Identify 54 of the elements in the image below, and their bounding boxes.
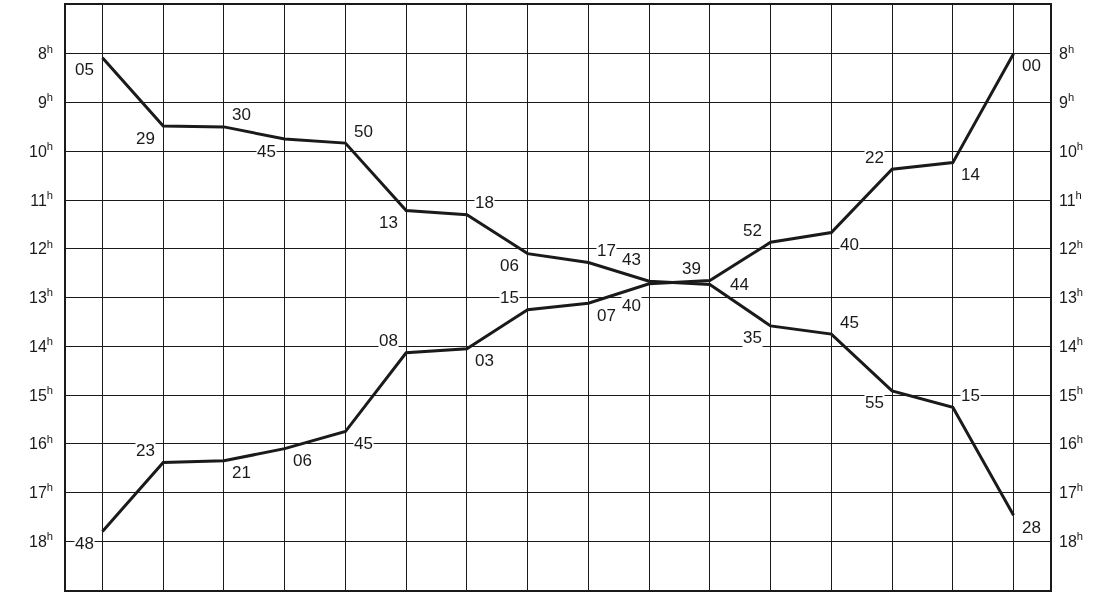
y2-tick-label: 12$^{h}$ [1059, 237, 1084, 258]
annotation: 39 [682, 259, 701, 278]
annotation: 06 [500, 256, 519, 275]
y2-tick-label: 9$^{h}$ [1059, 91, 1075, 112]
y-tick-label: 9$^{h}$ [37, 91, 54, 112]
annotation: 43 [622, 250, 641, 269]
annotation: 55 [865, 393, 884, 412]
annotation: 18 [475, 193, 494, 212]
annotation: 15 [961, 386, 980, 405]
y2-tick-label: 8$^{h}$ [1059, 42, 1075, 63]
y2-tick-label: 16$^{h}$ [1059, 432, 1084, 453]
y2-tick-label: 11$^{h}$ [1059, 188, 1082, 209]
annotation: 15 [500, 288, 519, 307]
annotation: 22 [865, 148, 884, 167]
annotation: 05 [75, 60, 94, 79]
annotation: 21 [232, 463, 251, 482]
annotation: 06 [293, 451, 312, 470]
annotation: 23 [136, 441, 155, 460]
annotation: 29 [136, 129, 155, 148]
y2-tick-label: 18$^{h}$ [1059, 530, 1084, 550]
annotation: 40 [840, 235, 859, 254]
annotation: 45 [257, 142, 276, 161]
y-tick-label: 15$^{h}$ [29, 383, 54, 404]
annotation: 35 [743, 328, 762, 347]
y2-tick-label: 17$^{h}$ [1059, 481, 1084, 502]
annotation: 44 [730, 275, 749, 294]
y2-tick-label: 13$^{h}$ [1059, 286, 1084, 307]
y-tick-label: 13$^{h}$ [29, 286, 54, 307]
annotation: 28 [1022, 518, 1041, 537]
annotation: 45 [840, 313, 859, 332]
annotation: 08 [379, 331, 398, 350]
y2-tick-label: 14$^{h}$ [1059, 335, 1084, 355]
y-tick-label: 18$^{h}$ [29, 530, 54, 550]
annotation: 14 [961, 165, 980, 184]
annotation: 30 [232, 105, 251, 124]
y-tick-label: 12$^{h}$ [29, 237, 54, 258]
annotation: 40 [622, 296, 641, 315]
y-tick-label: 17$^{h}$ [29, 481, 54, 502]
annotation: 03 [475, 351, 494, 370]
annotation: 45 [354, 434, 373, 453]
annotation: 07 [597, 306, 616, 325]
annotation: 48 [75, 534, 94, 553]
annotation: 17 [597, 241, 616, 260]
y-tick-label: 8$^{h}$ [37, 42, 54, 63]
y2-tick-label: 10$^{h}$ [1059, 140, 1084, 160]
annotation: 50 [354, 122, 373, 141]
y-tick-label: 10$^{h}$ [29, 140, 54, 160]
y-tick-label: 16$^{h}$ [29, 432, 54, 453]
y2-tick-label: 15$^{h}$ [1059, 383, 1084, 404]
annotation: 00 [1022, 56, 1041, 75]
y-tick-label: 14$^{h}$ [29, 335, 54, 355]
annotation: 52 [743, 221, 762, 240]
annotation: 13 [379, 213, 398, 232]
y-tick-label: 11$^{h}$ [30, 188, 54, 209]
